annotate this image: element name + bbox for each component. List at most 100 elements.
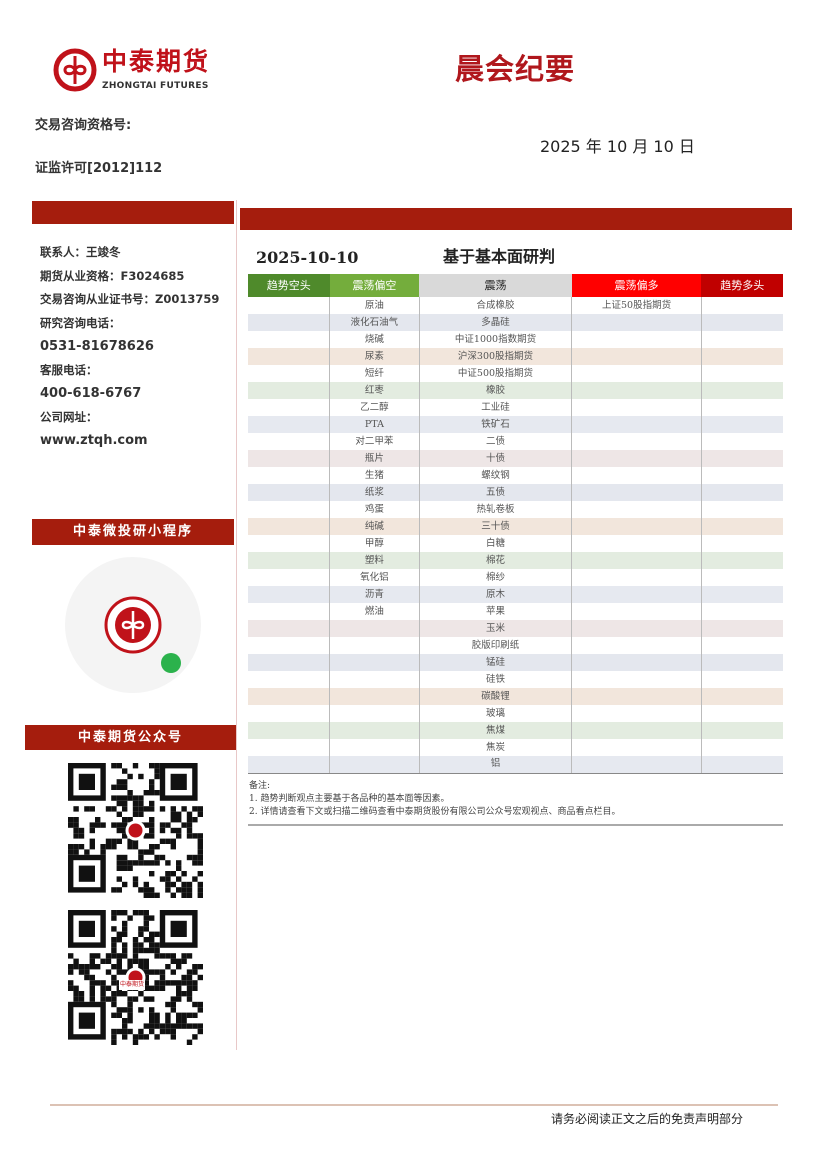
cell-range-short: 氧化铝 xyxy=(329,569,420,586)
cell-trend-long xyxy=(700,722,783,739)
cell-range: 玉米 xyxy=(418,620,572,637)
cell-range-short xyxy=(329,637,420,654)
cell-range-short xyxy=(329,705,420,722)
cell-trend-long xyxy=(700,637,783,654)
cell-range-short: 瓶片 xyxy=(329,450,420,467)
column-header-range-long: 震荡偏多 xyxy=(571,274,702,297)
website-label: 公司网址： xyxy=(40,409,98,424)
logo-text-en: ZHONGTAI FUTURES xyxy=(102,81,209,91)
note-item: 1. 趋势判断观点主要基于各品种的基本面等因素。 xyxy=(249,793,450,804)
mini-program-qr[interactable] xyxy=(53,555,213,695)
cell-trend-long xyxy=(700,552,783,569)
cell-range-short: 短纤 xyxy=(329,365,420,382)
cell-range: 硅铁 xyxy=(418,671,572,688)
table-row: 对二甲苯 二债 xyxy=(248,433,783,450)
cell-range-short: 尿素 xyxy=(329,348,420,365)
table-row: 碳酸锂 xyxy=(248,688,783,705)
cell-range: 碳酸锂 xyxy=(418,688,572,705)
cell-range: 沪深300股指期货 xyxy=(418,348,572,365)
cell-trend-short xyxy=(248,688,330,705)
cell-range: 铝 xyxy=(418,756,572,774)
cell-trend-short xyxy=(248,450,330,467)
cell-trend-short xyxy=(248,654,330,671)
table-row: 玻璃 xyxy=(248,705,783,722)
cell-range-long xyxy=(571,331,702,348)
cell-range-short xyxy=(329,722,420,739)
cell-trend-long xyxy=(700,586,783,603)
cell-range: 三十债 xyxy=(418,518,572,535)
cell-trend-short xyxy=(248,331,330,348)
cell-range: 螺纹钢 xyxy=(418,467,572,484)
cell-trend-long xyxy=(700,399,783,416)
cell-range-long xyxy=(571,518,702,535)
qualification-label: 交易咨询资格号: xyxy=(35,118,132,133)
cell-range-short: 沥青 xyxy=(329,586,420,603)
cell-range-long xyxy=(571,569,702,586)
cell-range-short: 鸡蛋 xyxy=(329,501,420,518)
company-logo xyxy=(53,48,97,96)
cell-range: 胶版印刷纸 xyxy=(418,637,572,654)
cell-trend-long xyxy=(700,705,783,722)
cell-range: 棉纱 xyxy=(418,569,572,586)
table-row: 胶版印刷纸 xyxy=(248,637,783,654)
cell-trend-short xyxy=(248,416,330,433)
table-row: 玉米 xyxy=(248,620,783,637)
table-row: 瓶片 十债 xyxy=(248,450,783,467)
qr-code-icon xyxy=(68,910,203,1045)
cell-trend-long xyxy=(700,365,783,382)
cell-range-long xyxy=(571,467,702,484)
table-row: 短纤 中证500股指期货 xyxy=(248,365,783,382)
cell-range-long xyxy=(571,365,702,382)
cell-range-long xyxy=(571,705,702,722)
table-row: 塑料 棉花 xyxy=(248,552,783,569)
cell-trend-long xyxy=(700,297,783,314)
cell-trend-short xyxy=(248,433,330,450)
cell-range: 棉花 xyxy=(418,552,572,569)
cell-trend-short xyxy=(248,501,330,518)
website-link[interactable]: www.ztqh.com xyxy=(40,433,148,448)
cell-range-long xyxy=(571,671,702,688)
research-phone: 0531-81678626 xyxy=(40,339,154,354)
table-row: 鸡蛋 热轧卷板 xyxy=(248,501,783,518)
cell-range-short xyxy=(329,688,420,705)
cell-range: 橡胶 xyxy=(418,382,572,399)
cell-range: 工业硅 xyxy=(418,399,572,416)
table-row: 铝 xyxy=(248,756,783,774)
table-row: 原油 合成橡胶 上证50股指期货 xyxy=(248,297,783,314)
contact-name: 联系人：王竣冬 xyxy=(40,245,121,259)
table-row: 红枣 橡胶 xyxy=(248,382,783,399)
column-divider xyxy=(236,200,237,1050)
notes-divider xyxy=(248,823,783,826)
cell-range-long xyxy=(571,739,702,756)
table-row: 焦炭 xyxy=(248,739,783,756)
cell-range-short: 燃油 xyxy=(329,603,420,620)
cell-trend-short xyxy=(248,518,330,535)
cell-range-long xyxy=(571,450,702,467)
official-account-qr-1[interactable] xyxy=(68,763,208,902)
cell-trend-short xyxy=(248,620,330,637)
cell-trend-short xyxy=(248,552,330,569)
mini-program-heading: 中泰微投研小程序 xyxy=(32,519,234,545)
cell-range: 白糖 xyxy=(418,535,572,552)
table-row: 乙二醇 工业硅 xyxy=(248,399,783,416)
cell-range-long xyxy=(571,654,702,671)
cell-range: 焦炭 xyxy=(418,739,572,756)
cell-trend-long xyxy=(700,688,783,705)
cell-range-short: 生猪 xyxy=(329,467,420,484)
sidebar-red-bar xyxy=(32,201,234,224)
note-item: 2. 详情请查看下文或扫描二维码查看中泰期货股份有限公司公众号宏观视点、商品看点… xyxy=(249,806,621,817)
table-row: 纯碱 三十债 xyxy=(248,518,783,535)
cell-range-short: 纸浆 xyxy=(329,484,420,501)
official-account-heading: 中泰期货公众号 xyxy=(25,725,236,750)
cell-trend-short xyxy=(248,399,330,416)
table-date: 2025-10-10 xyxy=(256,248,359,267)
cell-trend-short xyxy=(248,467,330,484)
cell-trend-long xyxy=(700,314,783,331)
cell-trend-long xyxy=(700,569,783,586)
cell-range-short: 塑料 xyxy=(329,552,420,569)
contact-info: 联系人：王竣冬 期货从业资格：F3024685 交易咨询从业证书号：Z00137… xyxy=(40,245,219,457)
cell-range: 铁矿石 xyxy=(418,416,572,433)
qr-code-icon xyxy=(68,763,203,898)
cell-trend-long xyxy=(700,501,783,518)
table-row: 液化石油气 多晶硅 xyxy=(248,314,783,331)
